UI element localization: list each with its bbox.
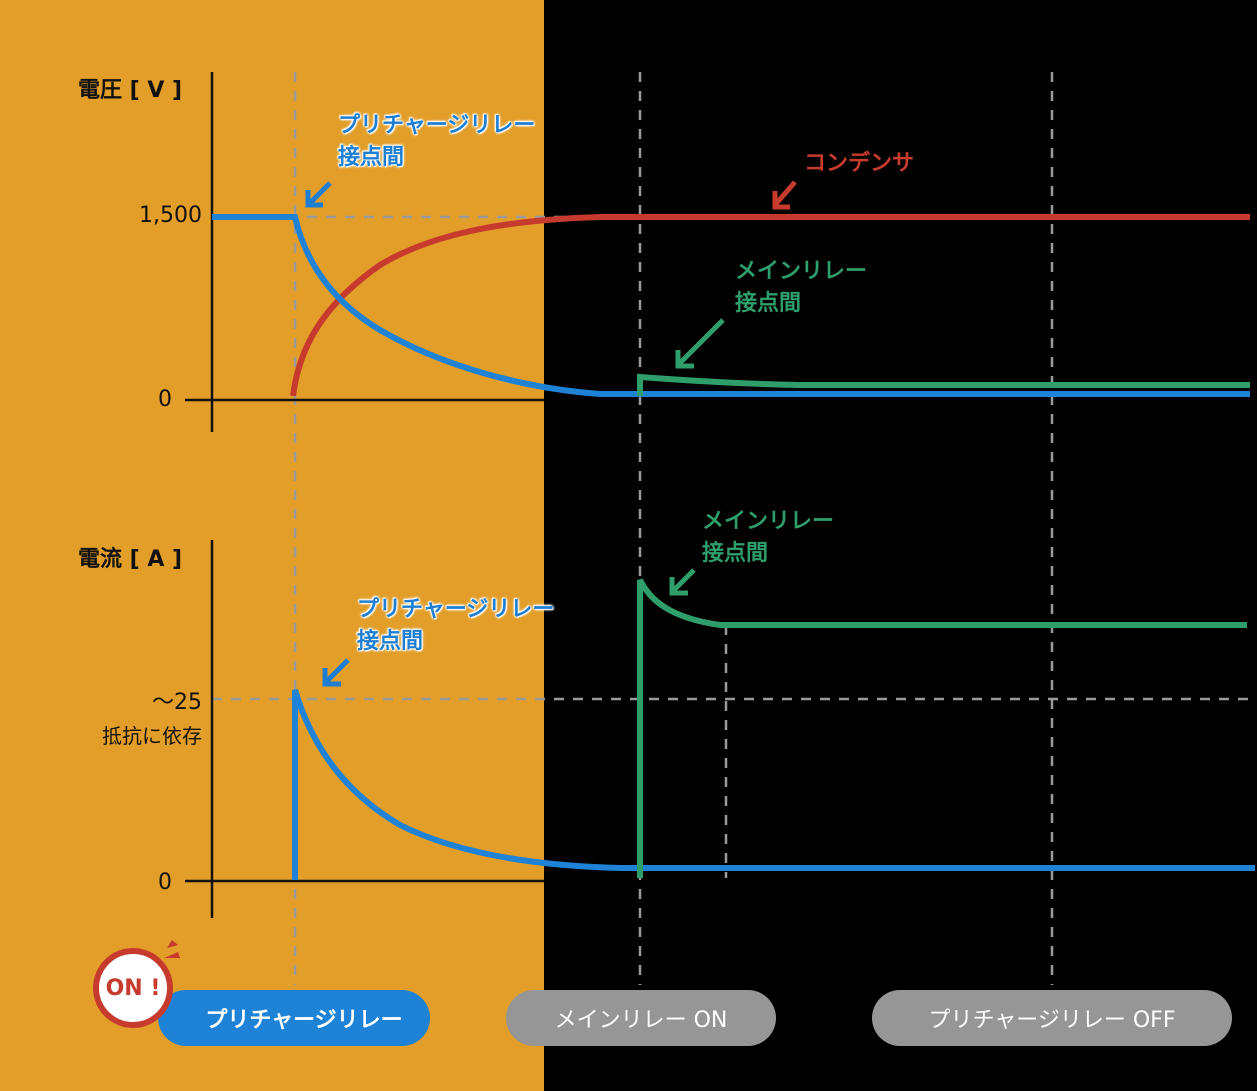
badge-burst-icon xyxy=(164,940,180,958)
annotation-line: プリチャージリレー xyxy=(357,597,555,622)
voltage-main-annotation: メインリレー 接点間 xyxy=(735,256,867,320)
current-tick-25-note: 抵抗に依存 xyxy=(102,724,202,748)
annotation-line: メインリレー xyxy=(702,509,835,534)
current-tick-25: 〜25 xyxy=(152,690,202,715)
annotation-line: プリチャージリレー xyxy=(338,113,536,138)
arrow-icon xyxy=(669,568,696,596)
annotation-line: 接点間 xyxy=(735,291,802,316)
event-main-relay-on: メインリレー ON xyxy=(506,990,776,1046)
current-main-contact-curve xyxy=(637,578,1247,878)
current-main-annotation: メインリレー 接点間 xyxy=(702,506,834,570)
annotation-line: 接点間 xyxy=(357,629,424,654)
voltage-tick-0: 0 xyxy=(158,387,172,412)
annotation-line: コンデンサ xyxy=(804,151,915,176)
voltage-capacitor-curve xyxy=(290,214,1250,397)
voltage-tick-1500: 1,500 xyxy=(139,203,202,228)
event-precharge-on: プリチャージリレー xyxy=(158,990,430,1046)
arrow-icon xyxy=(772,180,797,210)
arrow-icon xyxy=(322,658,350,687)
precharge-phase-background xyxy=(0,0,544,1091)
axes xyxy=(185,72,544,918)
on-badge: ON ! xyxy=(93,948,173,1028)
voltage-axis-title: 電圧 [ V ] xyxy=(78,78,183,103)
event-precharge-off: プリチャージリレー OFF xyxy=(872,990,1232,1046)
voltage-capacitor-annotation: コンデンサ xyxy=(804,148,914,180)
voltage-precharge-annotation: プリチャージリレー 接点間 xyxy=(338,110,535,174)
current-precharge-annotation: プリチャージリレー 接点間 xyxy=(357,594,554,658)
annotation-line: 接点間 xyxy=(702,541,769,566)
voltage-precharge-contact-curve xyxy=(212,214,1250,397)
arrow-icon xyxy=(305,181,332,208)
annotation-line: メインリレー xyxy=(735,259,868,284)
annotation-arrows xyxy=(305,180,797,687)
annotation-line: 接点間 xyxy=(338,145,405,170)
current-precharge-contact-curve xyxy=(292,689,1255,880)
current-axis-title: 電流 [ A ] xyxy=(78,547,183,572)
current-tick-0: 0 xyxy=(158,870,172,895)
voltage-main-contact-curve xyxy=(637,373,1250,396)
arrow-icon xyxy=(675,318,725,369)
